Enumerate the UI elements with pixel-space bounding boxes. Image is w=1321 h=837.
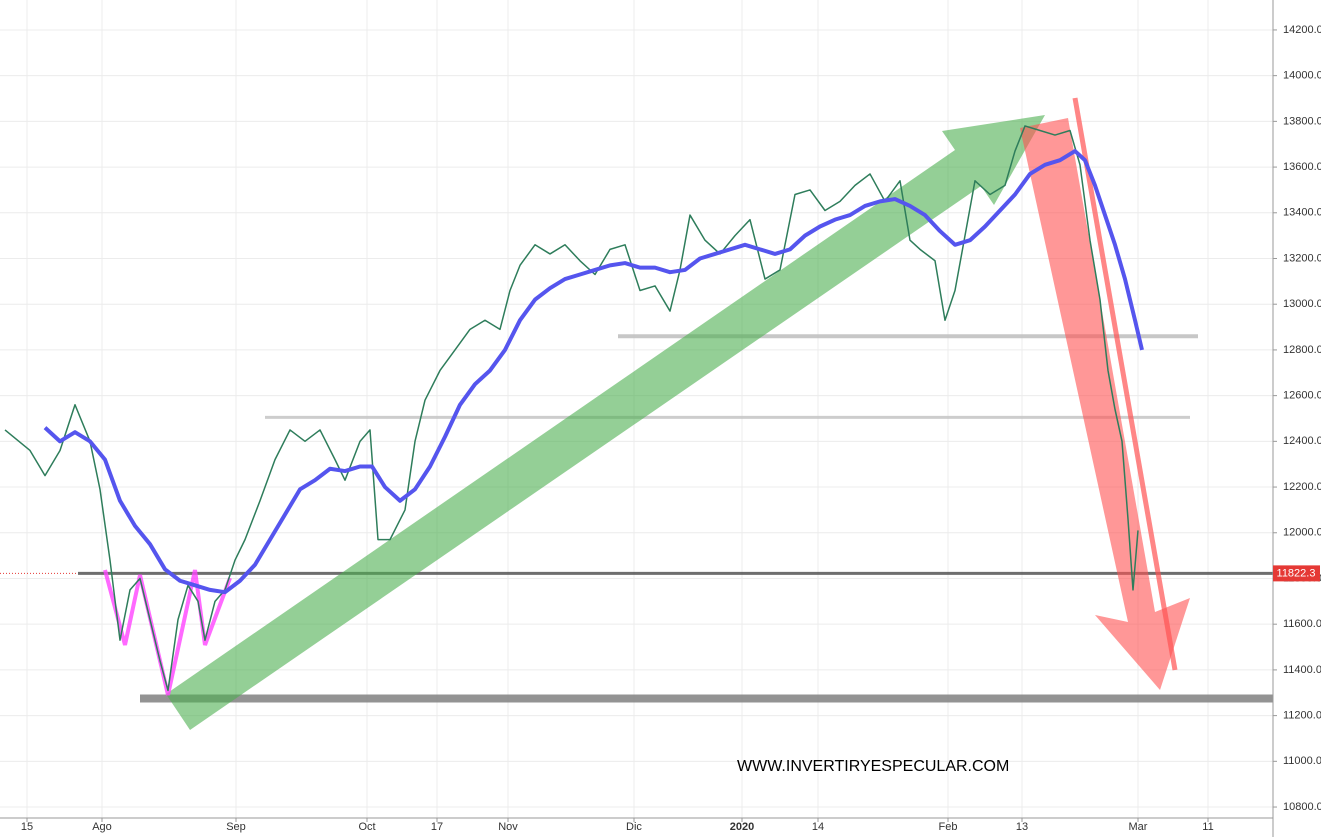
y-tick-label: 10800.0 [1283, 801, 1321, 813]
x-tick-label: 2020 [730, 821, 754, 833]
y-tick-label: 12400.0 [1283, 435, 1321, 447]
x-tick-label: Mar [1129, 821, 1148, 833]
axis-labels: 10800.011000.011200.011400.011600.011800… [0, 24, 1321, 833]
y-tick-label: 13200.0 [1283, 252, 1321, 264]
x-tick-label: Sep [226, 821, 246, 833]
y-tick-label: 13400.0 [1283, 207, 1321, 219]
price-tag-label: 11822.3 [1277, 567, 1316, 579]
watermark: WWW.INVERTIRYESPECULAR.COM [737, 758, 1009, 775]
y-tick-label: 11000.0 [1283, 755, 1321, 767]
y-tick-label: 13600.0 [1283, 161, 1321, 173]
x-tick-label: Ago [92, 821, 112, 833]
x-tick-label: Feb [939, 821, 958, 833]
y-tick-label: 12800.0 [1283, 344, 1321, 356]
y-tick-label: 11600.0 [1283, 618, 1321, 630]
pattern-line [103, 569, 232, 696]
y-tick-label: 14200.0 [1283, 24, 1321, 36]
x-tick-label: 17 [431, 821, 443, 833]
down-arrow [1020, 118, 1190, 690]
x-tick-label: Dic [626, 821, 642, 833]
y-tick-label: 12000.0 [1283, 527, 1321, 539]
series-line [4, 125, 1139, 692]
y-tick-label: 11400.0 [1283, 664, 1321, 676]
y-tick-label: 12200.0 [1283, 481, 1321, 493]
y-tick-label: 12600.0 [1283, 390, 1321, 402]
price-tag [1273, 565, 1320, 582]
y-tick-label: 13000.0 [1283, 298, 1321, 310]
x-tick-label: 14 [812, 821, 824, 833]
x-tick-label: 11 [1202, 821, 1213, 833]
y-tick-label: 13800.0 [1283, 115, 1321, 127]
x-tick-label: 15 [21, 821, 33, 833]
series [4, 125, 1144, 692]
up-arrow [166, 115, 1045, 730]
x-tick-label: Oct [358, 821, 375, 833]
y-tick-label: 11200.0 [1283, 710, 1321, 722]
series-line [43, 149, 1144, 595]
x-tick-label: Nov [498, 821, 518, 833]
trend-line [1072, 97, 1178, 671]
y-tick-label: 14000.0 [1283, 70, 1321, 82]
x-tick-label: 13 [1016, 821, 1028, 833]
